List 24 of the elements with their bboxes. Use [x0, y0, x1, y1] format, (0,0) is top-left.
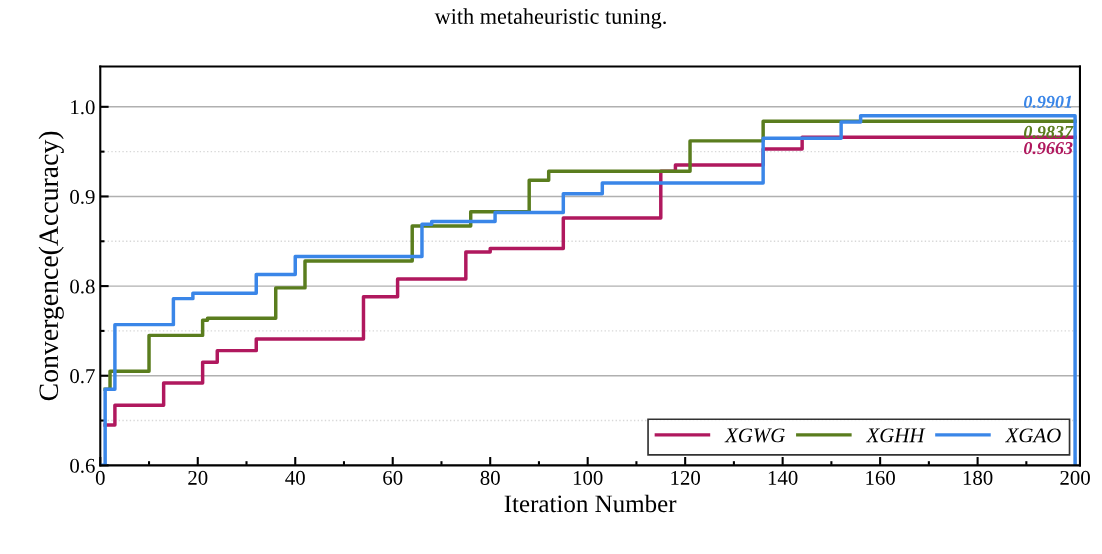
legend-label: XGAO — [1004, 428, 1061, 443]
x-tick-label: 20 — [188, 470, 208, 485]
x-tick-label: 60 — [383, 470, 403, 485]
y-tick-label: 0.8 — [70, 279, 95, 294]
annotation: 0.9663 — [1023, 141, 1073, 155]
y-tick-label: 0.9 — [70, 189, 95, 204]
y-tick-label: 0.7 — [70, 369, 95, 384]
x-tick-label: 160 — [866, 470, 895, 485]
legend-label: XGWG — [724, 428, 785, 443]
x-axis-title: Iteration Number — [504, 494, 677, 513]
chart-title: with metaheuristic tuning. — [434, 8, 666, 29]
x-tick-label: 180 — [963, 470, 993, 485]
x-tick-label: 120 — [671, 470, 700, 485]
y-axis-title: Convergence(Accuracy) — [38, 131, 64, 401]
y-tick-label: 1.0 — [71, 100, 95, 115]
annotation: 0.9901 — [1023, 95, 1072, 109]
x-tick-label: 0 — [95, 470, 105, 485]
x-tick-label: 40 — [285, 470, 305, 485]
y-tick-label: 0.6 — [70, 458, 95, 473]
x-tick-label: 100 — [573, 470, 603, 485]
x-tick-label: 80 — [480, 470, 500, 485]
x-tick-label: 200 — [1060, 470, 1090, 485]
x-tick-label: 140 — [768, 470, 798, 485]
legend-label: XGHH — [865, 428, 926, 443]
